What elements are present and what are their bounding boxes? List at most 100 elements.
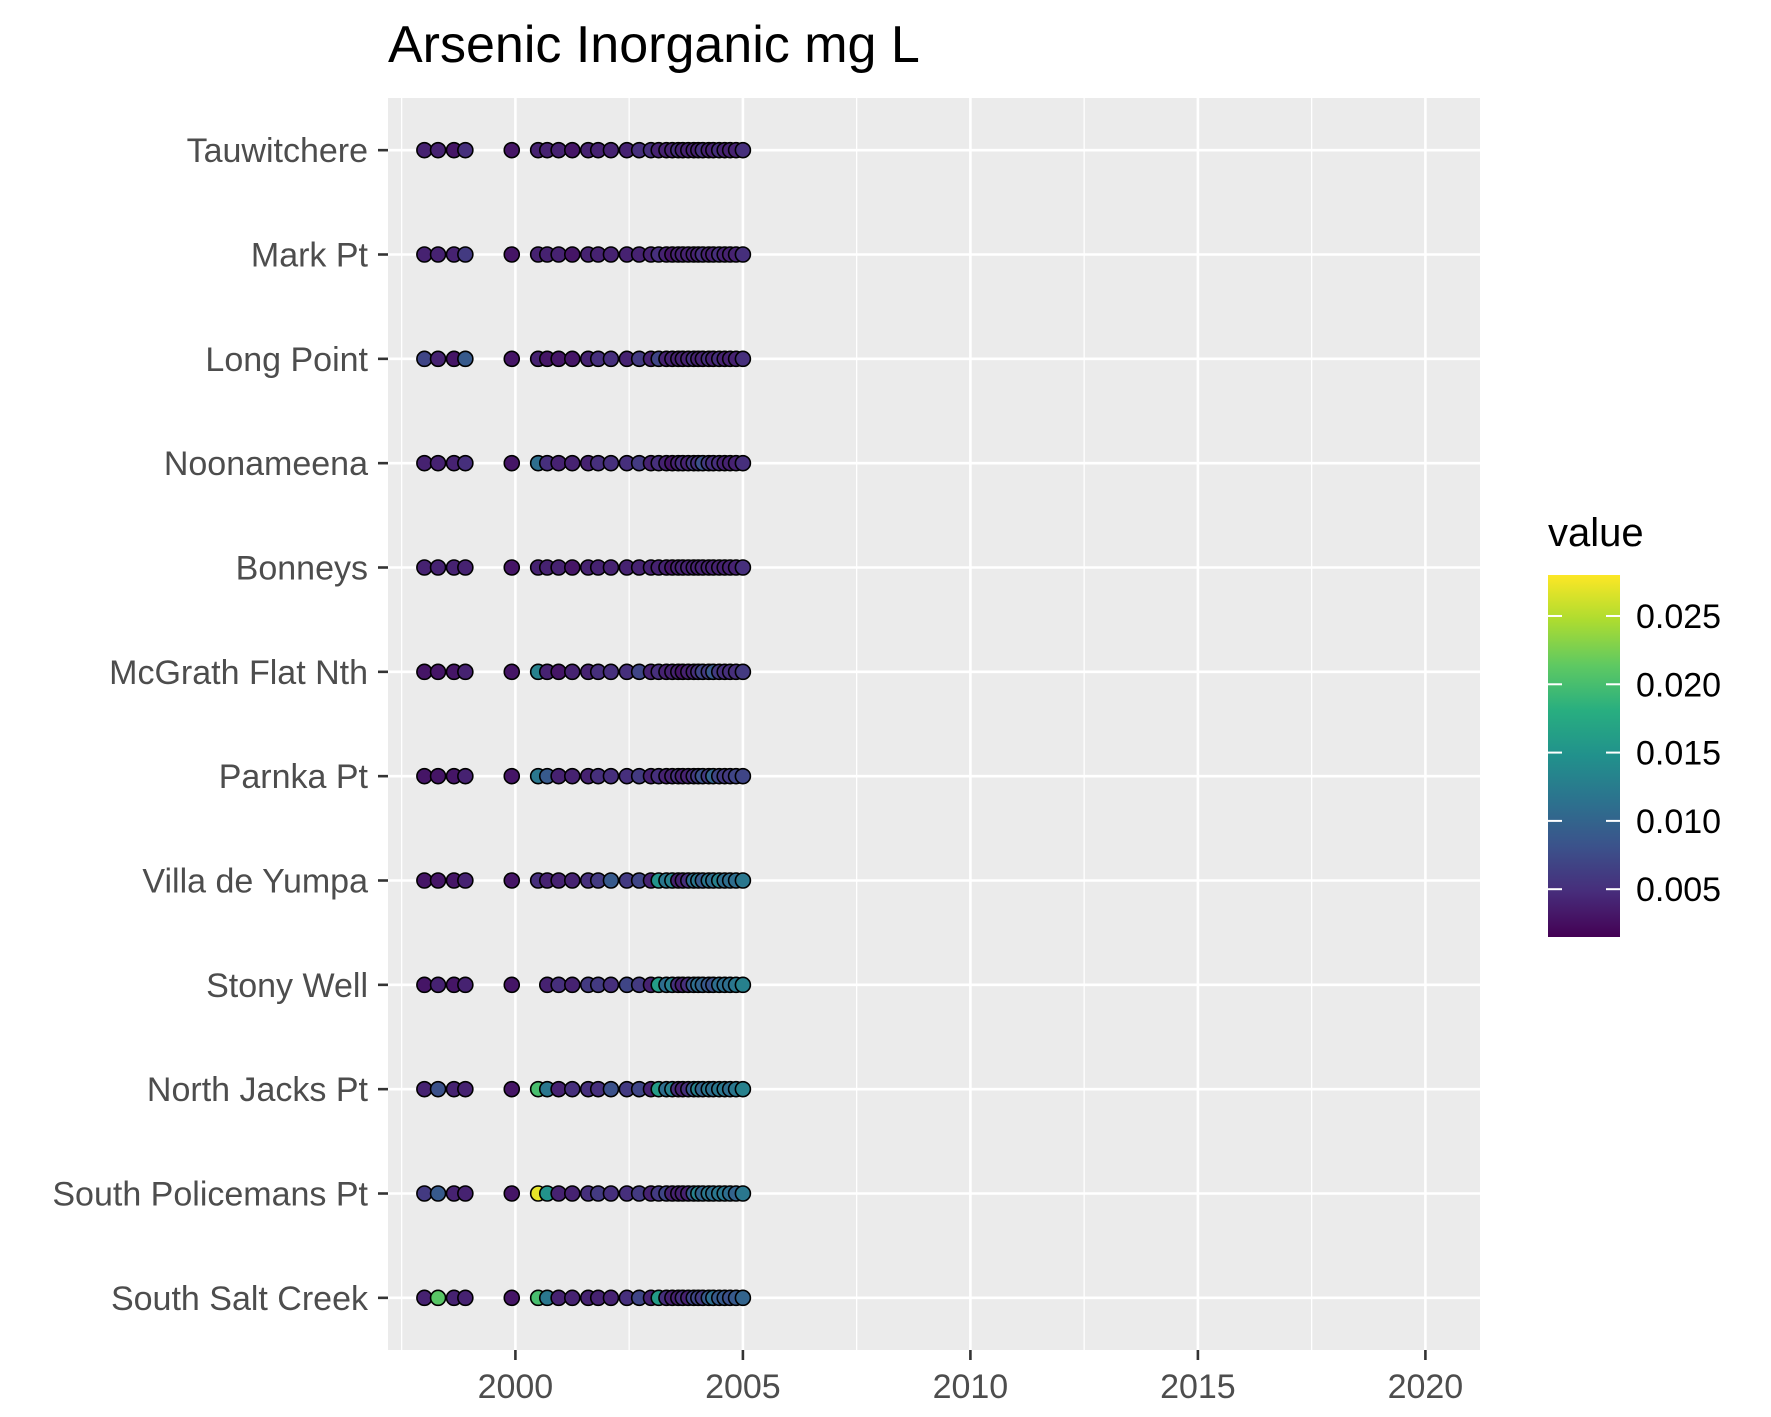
data-point (416, 663, 433, 681)
data-point (457, 350, 474, 368)
data-point (503, 872, 521, 889)
data-point (429, 976, 447, 994)
data-point (503, 976, 521, 994)
data-point (550, 663, 567, 681)
data-point (563, 141, 581, 159)
legend-label: 0.015 (1636, 735, 1721, 773)
data-point (602, 1289, 620, 1307)
y-tick-label: Mark Pt (251, 237, 369, 275)
data-point (550, 767, 567, 785)
legend-label: 0.005 (1636, 871, 1721, 909)
data-point (734, 559, 752, 576)
data-point (550, 1289, 567, 1307)
data-point (602, 1185, 620, 1202)
data-point (563, 1080, 581, 1098)
legend-ticks: 0.005 0.010 0.015 0.020 0.025 (1548, 598, 1721, 909)
data-point (602, 454, 620, 472)
y-tick-label: McGrath Flat Nth (109, 654, 368, 692)
data-point (550, 872, 567, 889)
data-point (416, 976, 433, 994)
legend-colorbar (1548, 575, 1620, 937)
data-point (416, 454, 433, 472)
data-point (550, 454, 567, 472)
x-tick-label: 2010 (933, 1368, 1009, 1406)
data-point (563, 1289, 581, 1307)
data-point (503, 663, 521, 681)
data-point (457, 246, 474, 263)
data-point (416, 350, 433, 368)
data-point (503, 1080, 521, 1098)
data-point (429, 872, 447, 889)
data-point (734, 767, 752, 785)
data-point (734, 141, 752, 159)
data-point (457, 454, 474, 472)
data-point (457, 976, 474, 994)
data-point (429, 1185, 447, 1202)
data-point (563, 559, 581, 576)
data-point (602, 246, 620, 263)
data-point (503, 559, 521, 576)
legend-title: value (1548, 511, 1644, 555)
data-point (416, 246, 433, 263)
data-point (503, 1289, 521, 1307)
x-tick-label: 2000 (478, 1368, 554, 1406)
data-point (416, 767, 433, 785)
data-point (429, 1080, 447, 1098)
data-point (602, 663, 620, 681)
data-point (503, 454, 521, 472)
data-point (429, 559, 447, 576)
data-point (602, 141, 620, 159)
y-tick-label: Noonameena (164, 445, 368, 483)
data-point (457, 1289, 474, 1307)
y-tick-label: South Salt Creek (111, 1280, 369, 1318)
data-point (416, 1080, 433, 1098)
legend-label: 0.020 (1636, 666, 1721, 704)
data-point (602, 872, 620, 889)
data-point (457, 559, 474, 576)
x-tick-label: 2005 (705, 1368, 781, 1406)
data-point (563, 246, 581, 263)
data-point (563, 872, 581, 889)
data-point (550, 246, 567, 263)
y-tick-label: Villa de Yumpa (142, 863, 368, 901)
x-tick-label: 2020 (1388, 1368, 1464, 1406)
data-point (429, 767, 447, 785)
data-point (563, 350, 581, 368)
data-point (457, 663, 474, 681)
data-point (416, 872, 433, 889)
legend-label: 0.010 (1636, 803, 1721, 841)
data-point (734, 246, 752, 263)
data-point (734, 1080, 752, 1098)
plot-panel (388, 98, 1480, 1350)
data-point (734, 1289, 752, 1307)
y-tick-label: Tauwitchere (187, 132, 368, 170)
data-point (563, 663, 581, 681)
data-point (457, 767, 474, 785)
data-point (503, 350, 521, 368)
y-tick-label: South Policemans Pt (52, 1176, 368, 1214)
data-point (602, 350, 620, 368)
data-point (734, 454, 752, 472)
data-point (429, 1289, 447, 1307)
data-points (416, 141, 752, 1307)
data-point (550, 141, 567, 159)
data-point (563, 976, 581, 994)
chart-title: Arsenic Inorganic mg L (388, 16, 920, 74)
data-point (550, 1185, 567, 1202)
x-axis: 2000 2005 2010 2015 2020 (478, 1350, 1464, 1406)
data-point (734, 976, 752, 994)
data-point (602, 1080, 620, 1098)
data-point (602, 976, 620, 994)
data-point (503, 767, 521, 785)
data-point (429, 141, 447, 159)
data-point (563, 454, 581, 472)
data-point (503, 1185, 521, 1202)
y-tick-label: Bonneys (236, 550, 368, 588)
y-axis: Tauwitchere Mark Pt Long Point Noonameena Bo… (52, 132, 388, 1318)
data-point (563, 1185, 581, 1202)
y-tick-label: Long Point (205, 341, 368, 379)
data-point (457, 141, 474, 159)
data-point (503, 246, 521, 263)
y-tick-label: Parnka Pt (219, 758, 369, 796)
